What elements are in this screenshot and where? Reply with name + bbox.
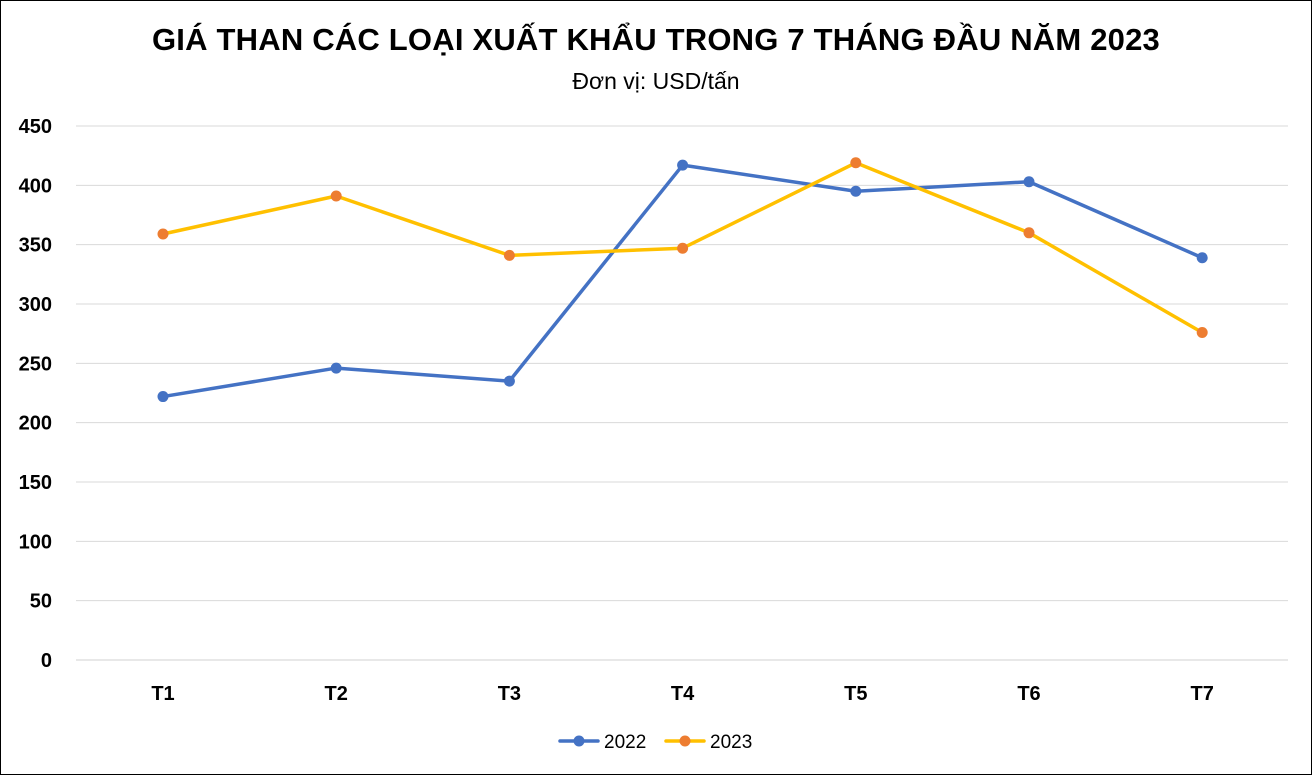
x-tick-label: T3 (498, 683, 521, 705)
y-tick-label: 0 (41, 650, 52, 672)
legend-item-2023: 2023 (664, 732, 752, 753)
data-point-2023-T3 (503, 249, 515, 261)
legend: 2022 2023 (558, 732, 752, 753)
y-tick-label: 450 (19, 116, 52, 138)
data-point-2023-T2 (330, 190, 342, 202)
data-point-2022-T7 (1196, 252, 1208, 264)
data-point-2023-T1 (157, 228, 169, 240)
y-tick-label: 350 (19, 235, 52, 257)
x-tick-label: T7 (1191, 683, 1214, 705)
data-point-2022-T2 (330, 362, 342, 374)
x-tick-label: T1 (151, 683, 174, 705)
series-markers (157, 157, 1208, 403)
y-axis-tick-labels: 0 50 100 150 200 250 300 350 400 450 (19, 116, 52, 672)
gridlines (76, 125, 1288, 661)
data-point-2023-T6 (1023, 227, 1035, 239)
y-tick-label: 150 (19, 472, 52, 494)
data-point-2023-T4 (677, 242, 689, 254)
data-point-2023-T7 (1196, 326, 1208, 338)
x-tick-label: T5 (844, 683, 867, 705)
chart-subtitle: Đơn vị: USD/tấn (572, 68, 740, 94)
data-point-2022-T5 (850, 185, 862, 197)
y-tick-label: 300 (19, 294, 52, 316)
data-point-2022-T3 (503, 375, 515, 387)
x-tick-label: T4 (671, 683, 695, 705)
data-point-2023-T5 (850, 157, 862, 169)
series-lines (161, 161, 1204, 399)
data-point-2022-T1 (157, 391, 169, 403)
x-axis-tick-labels: T1 T2 T3 T4 T5 T6 T7 (151, 683, 1214, 705)
x-tick-label: T6 (1017, 683, 1040, 705)
x-tick-label: T2 (325, 683, 348, 705)
legend-item-2022: 2022 (558, 732, 646, 753)
y-tick-label: 400 (19, 175, 52, 197)
legend-label-2022: 2022 (604, 732, 646, 753)
data-point-2022-T6 (1023, 176, 1035, 188)
legend-marker-2023 (679, 735, 691, 747)
y-tick-label: 200 (19, 413, 52, 435)
y-tick-label: 50 (30, 591, 52, 613)
chart-title: GIÁ THAN CÁC LOẠI XUẤT KHẨU TRONG 7 THÁN… (151, 22, 1160, 57)
data-point-2022-T4 (677, 159, 689, 171)
y-tick-label: 100 (19, 531, 52, 553)
legend-marker-2022 (573, 735, 585, 747)
legend-label-2023: 2023 (710, 732, 752, 753)
y-tick-label: 250 (19, 353, 52, 375)
